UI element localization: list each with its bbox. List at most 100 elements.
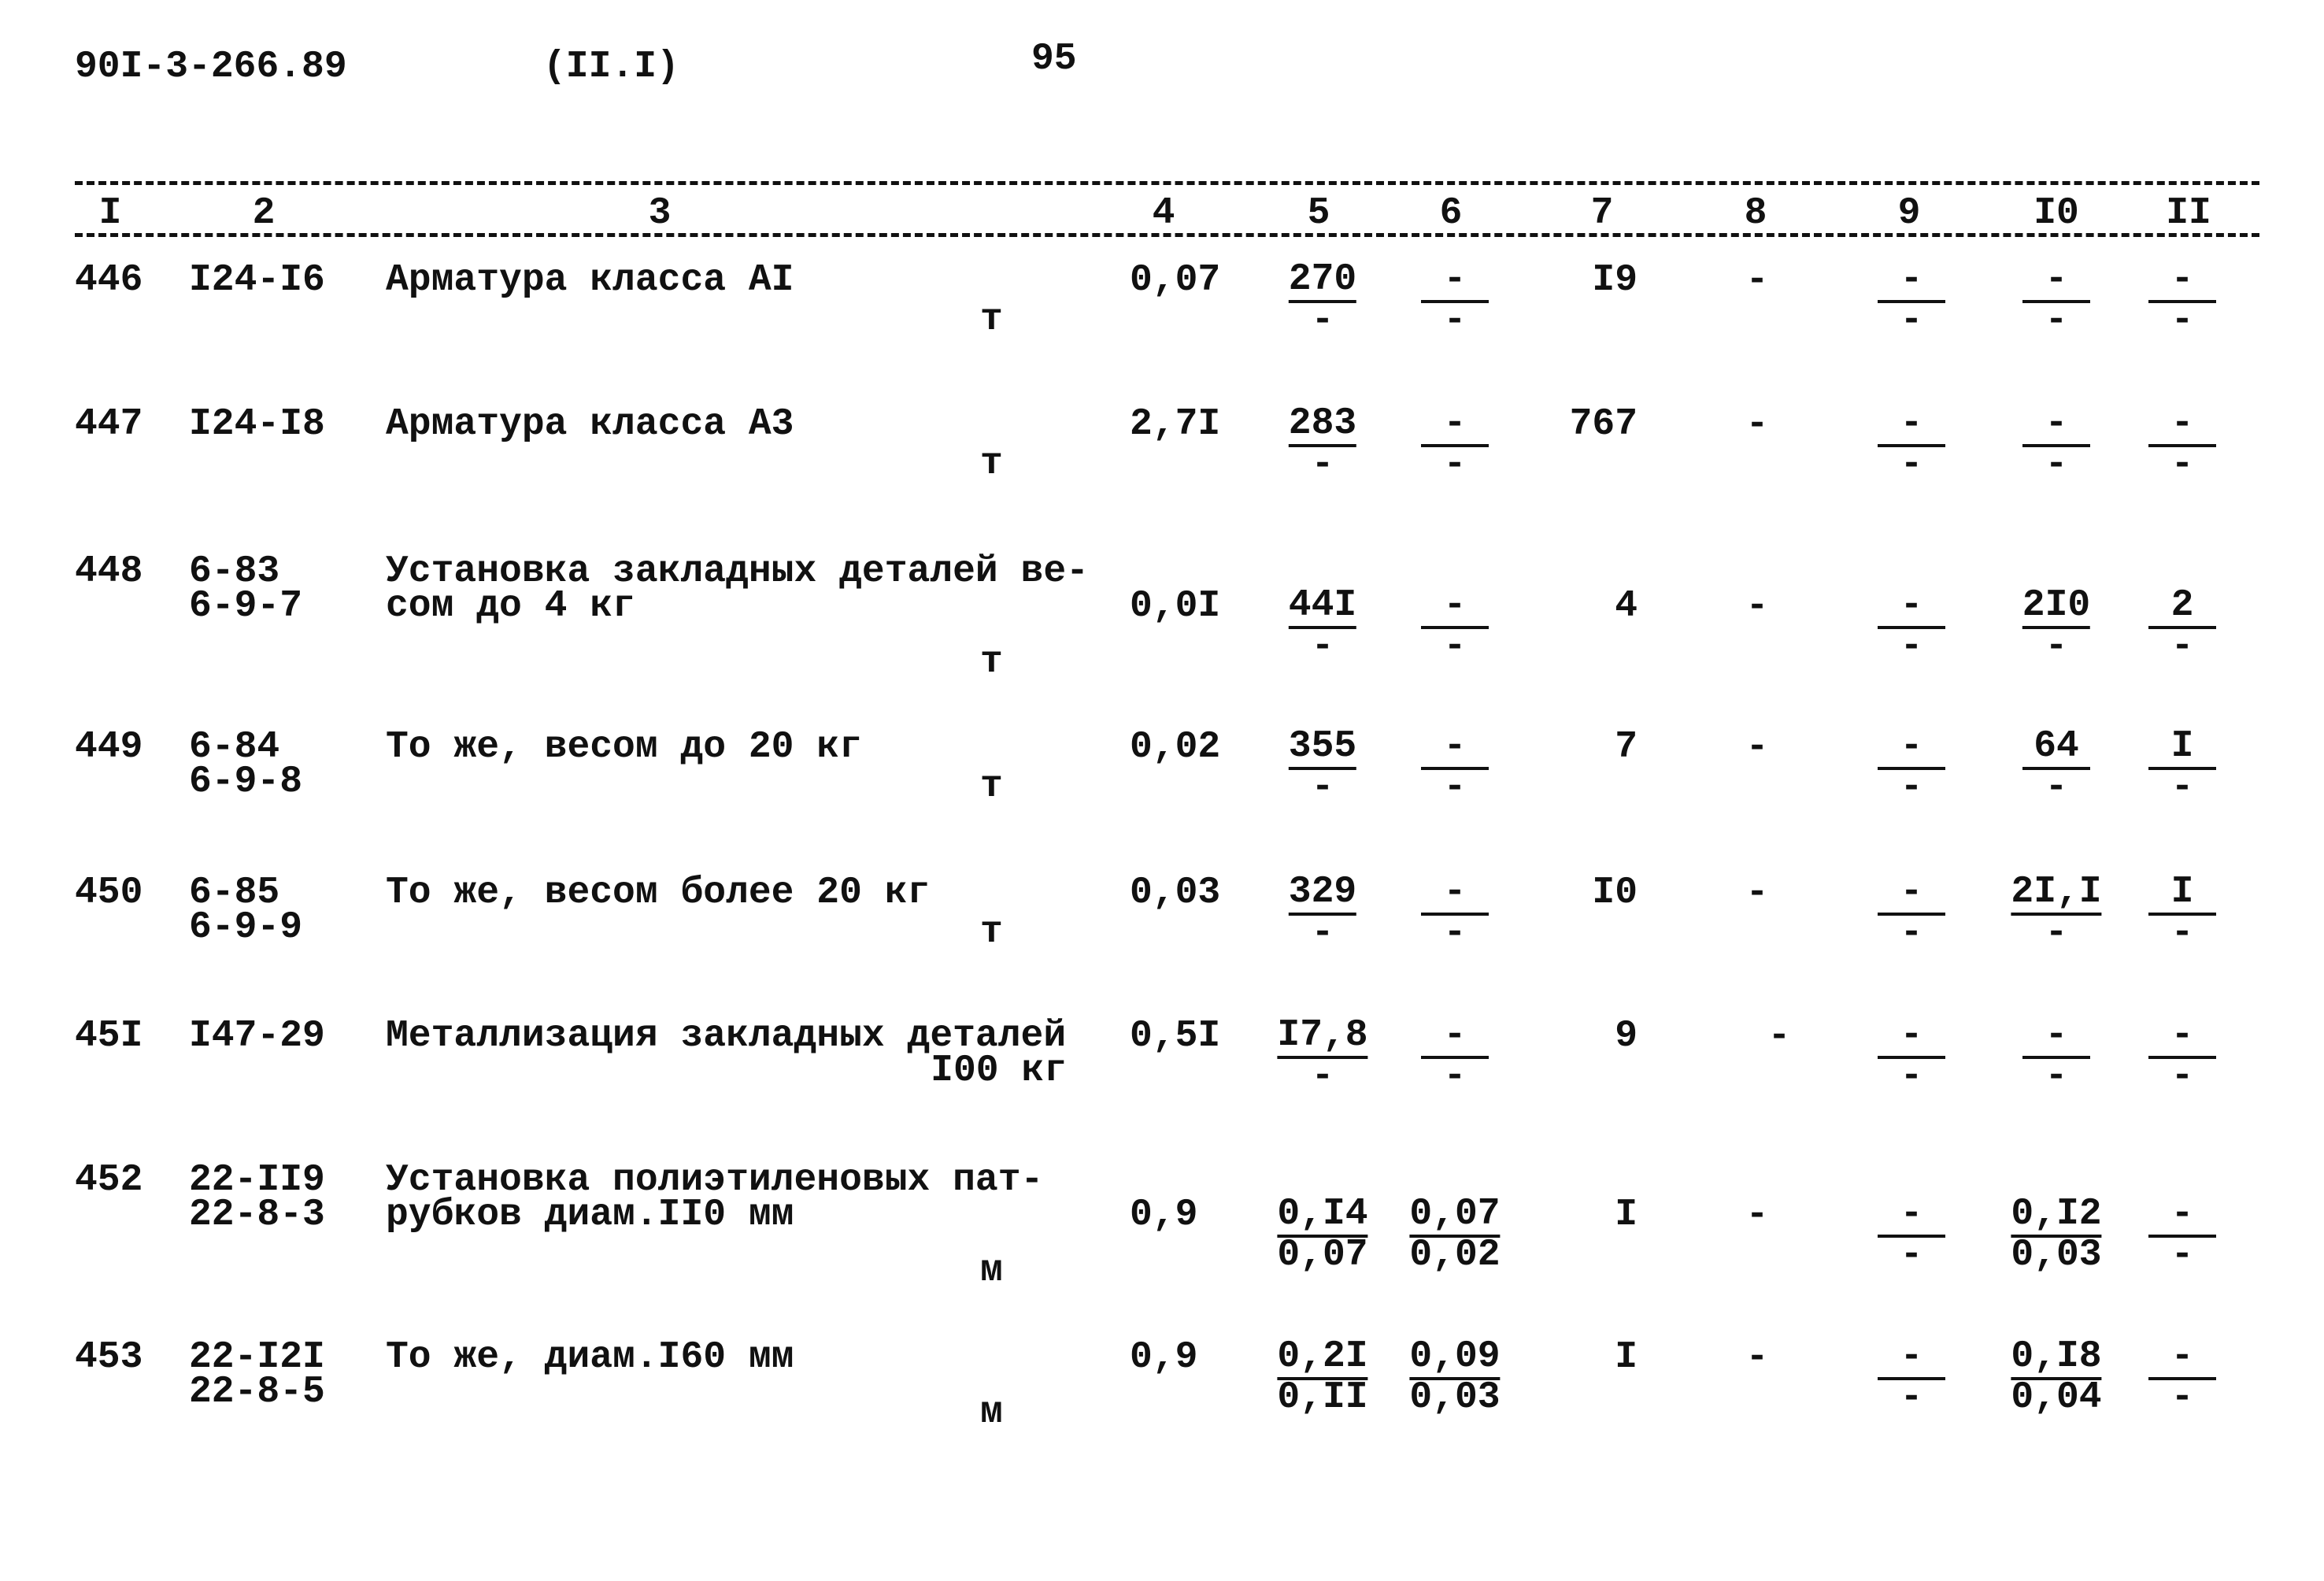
norm-code: 6-85	[189, 872, 280, 914]
col6-value-numerator: 0,09	[1409, 1338, 1501, 1380]
row-number: 452	[75, 1159, 143, 1201]
norm-code: 22-II9	[189, 1159, 325, 1201]
col11-value-denominator: -	[2170, 912, 2194, 954]
col9-value-denominator: -	[1900, 443, 1923, 486]
col11-value-numerator: -	[2148, 261, 2216, 303]
col11-value: --	[2148, 405, 2216, 486]
col5-value-numerator: I7,8	[1277, 1016, 1368, 1059]
col11-value-denominator: -	[2170, 443, 2194, 486]
col9-value-numerator: -	[1878, 587, 1945, 629]
col9-value: --	[1878, 728, 1945, 809]
unit: т	[980, 765, 1003, 808]
col10-value-numerator: -	[2022, 405, 2090, 447]
quantity: 0,5I	[1130, 1015, 1221, 1057]
col10-value: 2I0-	[2022, 587, 2091, 665]
col9-value: --	[1878, 1195, 1945, 1274]
column-header-4: 4	[1152, 192, 1175, 235]
col7-value: I9	[1592, 259, 1638, 302]
norm-code: 22-8-5	[189, 1371, 325, 1413]
col10-value-numerator: 2I,I	[2011, 873, 2102, 916]
col11-value: --	[2148, 1016, 2216, 1098]
col5-value: 283-	[1288, 405, 1357, 486]
work-name: Металлизация закладных деталей	[386, 1015, 1067, 1057]
col6-value: --	[1421, 873, 1489, 952]
col11-value-numerator: I	[2148, 873, 2216, 916]
col10-value: 0,I8 0,04	[2011, 1338, 2102, 1416]
col10-value: --	[2022, 261, 2090, 339]
col11-value: I-	[2148, 873, 2216, 954]
col5-value-numerator: 270	[1288, 261, 1357, 303]
work-name: Установка закладных деталей ве-	[386, 550, 1089, 593]
col9-value-denominator: -	[1900, 912, 1923, 954]
col10-value-denominator: -	[2045, 912, 2068, 954]
work-name: То же, диам.I60 мм	[386, 1336, 794, 1379]
col6-value-numerator: -	[1421, 261, 1489, 303]
work-name: Установка полиэтиленовых пат-	[386, 1159, 1044, 1201]
col11-value-denominator: -	[2170, 299, 2194, 342]
quantity: 0,07	[1130, 259, 1221, 302]
norm-code: 6-9-7	[189, 585, 303, 628]
col7-value: I0	[1592, 872, 1638, 914]
col7-value: 7	[1615, 726, 1638, 768]
col5-value: 329-	[1288, 873, 1357, 954]
col5-value-numerator: 0,I4	[1277, 1195, 1368, 1238]
col5-value: I7,8-	[1277, 1016, 1368, 1095]
col5-value: 44I -	[1288, 587, 1357, 665]
col5-value-denominator: -	[1311, 912, 1334, 954]
quantity: 0,03	[1130, 872, 1221, 914]
col11-value-denominator: -	[2170, 1376, 2194, 1419]
col9-value: --	[1878, 1016, 1945, 1095]
col5-value-denominator: -	[1311, 443, 1334, 486]
col5-value: 0,I4 0,07	[1277, 1195, 1368, 1274]
col7-value: I	[1615, 1336, 1638, 1379]
col8-value: -	[1767, 1015, 1791, 1057]
col11-value-denominator: -	[2170, 1055, 2194, 1098]
col5-value-numerator: 0,2I	[1277, 1338, 1368, 1380]
col10-value-numerator: -	[2022, 261, 2090, 303]
col9-value-numerator: -	[1878, 873, 1945, 916]
col6-value-denominator: 0,03	[1409, 1376, 1501, 1419]
quantity: 2,7I	[1130, 403, 1221, 446]
quantity: 0,9	[1130, 1336, 1198, 1379]
col5-value-denominator: 0,II	[1277, 1376, 1368, 1419]
col6-value-numerator: -	[1421, 1016, 1489, 1059]
col6-value: 0,09 0,03	[1409, 1338, 1501, 1419]
quantity: 0,02	[1130, 726, 1221, 768]
row-number: 446	[75, 259, 143, 302]
col11-value: --	[2148, 1338, 2216, 1419]
col9-value: --	[1878, 873, 1945, 954]
col8-value: -	[1745, 1336, 1769, 1379]
col5-value: 355-	[1288, 728, 1357, 806]
norm-code: I47-29	[189, 1015, 325, 1057]
col9-value-numerator: -	[1878, 405, 1945, 447]
work-name: То же, весом до 20 кг	[386, 726, 862, 768]
row-number: 447	[75, 403, 143, 446]
column-header-3: 3	[648, 192, 672, 235]
col6-value-numerator: 0,07	[1409, 1195, 1501, 1238]
col6-value-denominator: -	[1443, 625, 1467, 668]
work-name: То же, весом более 20 кг	[386, 872, 931, 914]
row-number: 449	[75, 726, 143, 768]
column-header-9: 9	[1897, 192, 1921, 235]
norm-code: 22-8-3	[189, 1194, 325, 1236]
work-name: рубков диам.II0 мм	[386, 1194, 794, 1236]
col9-value: --	[1878, 587, 1945, 665]
norm-code: I24-I8	[189, 403, 325, 446]
document-code: 90I-3-266.89	[75, 46, 347, 88]
column-header-1: I	[98, 192, 122, 235]
col6-value: 0,07 0,02	[1409, 1195, 1501, 1274]
col9-value: --	[1878, 261, 1945, 339]
col10-value: --	[2022, 405, 2090, 483]
norm-code: 22-I2I	[189, 1336, 325, 1379]
col8-value: -	[1745, 1194, 1769, 1236]
col9-value-denominator: -	[1900, 766, 1923, 809]
col11-value-numerator: I	[2148, 728, 2216, 770]
col11-value-denominator: -	[2170, 625, 2194, 668]
header-bottom-divider	[75, 233, 2259, 237]
col10-value-numerator: -	[2022, 1016, 2090, 1059]
work-name: Арматура класса AI	[386, 259, 794, 302]
col9-value-numerator: -	[1878, 728, 1945, 770]
col10-value: 0,I2 0,03	[2011, 1195, 2102, 1274]
col5-value: 0,2I 0,II	[1277, 1338, 1368, 1419]
unit: т	[980, 641, 1003, 683]
